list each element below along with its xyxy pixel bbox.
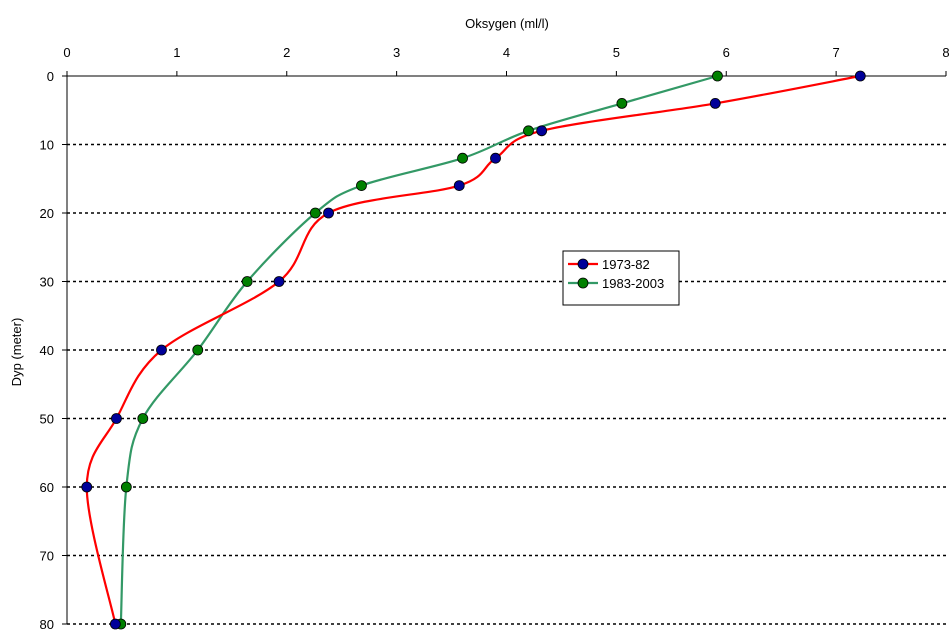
data-point-1973-82-8 — [536, 125, 548, 137]
x-tick-label-5: 5 — [613, 45, 620, 60]
legend: 1973-82 1983-2003 — [562, 250, 680, 306]
data-point-1983-2003-60 — [120, 481, 132, 493]
x-tick-label-2: 2 — [283, 45, 290, 60]
y-tick-label-20: 20 — [40, 206, 54, 221]
data-point-1973-82-50 — [111, 413, 122, 424]
x-tick-label-7: 7 — [833, 45, 840, 60]
legend-marker-1983-2003 — [577, 277, 589, 289]
x-axis-title: Oksygen (ml/l) — [465, 16, 549, 31]
data-point-1973-82-4 — [709, 98, 721, 109]
x-tick-labels: 0 1 2 3 4 5 6 7 8 — [63, 45, 949, 60]
data-point-1973-82-20 — [323, 207, 334, 219]
x-tick-label-1: 1 — [173, 45, 180, 60]
legend-marker-1973-82 — [577, 258, 589, 270]
y-tick-label-40: 40 — [40, 343, 54, 358]
legend-label-1973-82: 1973-82 — [602, 257, 650, 272]
data-point-1983-2003-50 — [137, 413, 149, 424]
data-point-1983-2003-0 — [712, 70, 723, 82]
data-point-1973-82-0 — [854, 70, 866, 82]
data-point-1983-2003-40 — [192, 344, 204, 356]
data-point-1973-82-30 — [273, 276, 285, 287]
y-tick-label-60: 60 — [40, 480, 54, 495]
y-tick-label-80: 80 — [40, 617, 54, 630]
data-point-1983-2003-4 — [616, 98, 628, 109]
y-tick-label-0: 0 — [47, 69, 54, 84]
series-lines — [81, 70, 866, 630]
x-tick-label-8: 8 — [942, 45, 949, 60]
x-tick-label-4: 4 — [503, 45, 510, 60]
y-tick-label-30: 30 — [40, 275, 54, 290]
data-point-1973-82-40 — [156, 344, 167, 356]
legend-label-1983-2003: 1983-2003 — [602, 276, 664, 291]
data-point-1983-2003-16 — [356, 180, 367, 192]
y-tick-labels: 0 10 20 30 40 50 60 70 80 — [40, 69, 54, 630]
x-tick-label-0: 0 — [63, 45, 70, 60]
y-tick-label-10: 10 — [40, 138, 54, 153]
axes — [62, 71, 947, 625]
data-point-1973-82-16 — [453, 180, 465, 192]
y-axis-title: Dyp (meter) — [9, 318, 24, 387]
data-point-1983-2003-20 — [309, 207, 321, 219]
data-point-1983-2003-12 — [457, 152, 468, 164]
data-point-1983-2003-30 — [241, 276, 253, 287]
y-tick-label-70: 70 — [40, 549, 54, 564]
data-point-1983-2003-8 — [523, 125, 534, 137]
y-tick-label-50: 50 — [40, 412, 54, 427]
data-point-1973-82-12 — [490, 152, 501, 164]
data-point-1973-82-60 — [81, 481, 93, 493]
x-tick-label-3: 3 — [393, 45, 400, 60]
x-tick-label-6: 6 — [723, 45, 730, 60]
data-point-1973-82-80 — [109, 618, 121, 630]
grid-lines — [67, 143, 946, 625]
